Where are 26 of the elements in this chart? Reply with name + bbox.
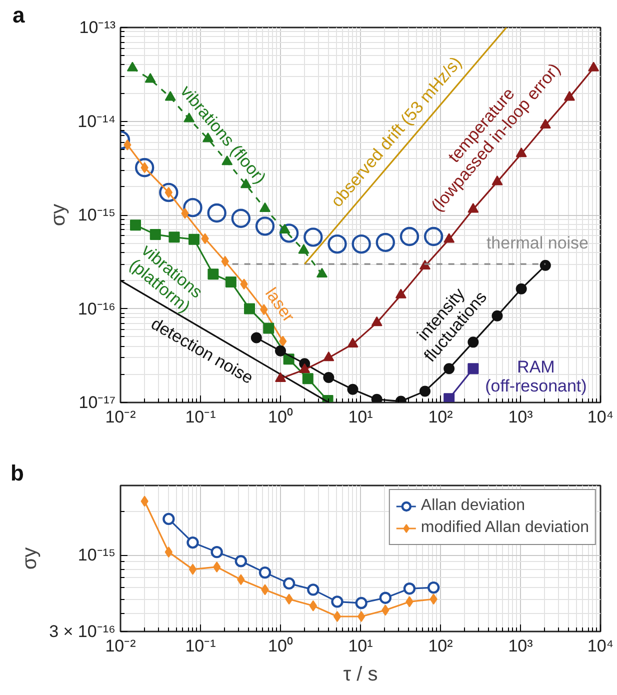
x-tick-label: 10⁴ bbox=[587, 636, 614, 656]
y-tick-label: 10⁻¹⁴ bbox=[78, 112, 116, 131]
y-tick-label: 10⁻¹⁵ bbox=[78, 206, 116, 224]
x-tick-label: 10⁻¹ bbox=[185, 636, 216, 656]
x-tick-label: 10¹ bbox=[348, 408, 374, 426]
y-tick-label: 10⁻¹⁵ bbox=[78, 546, 116, 565]
y-tick-label: 10⁻¹³ bbox=[79, 18, 116, 37]
x-tick-label: 10³ bbox=[508, 636, 534, 656]
x-tick-label: 10² bbox=[428, 636, 454, 656]
legend-label: Allan deviation bbox=[420, 497, 525, 515]
chart-title: a bbox=[12, 2, 26, 28]
x-tick-label: 10² bbox=[428, 408, 454, 426]
x-tick-label: 10⁴ bbox=[587, 408, 614, 426]
y-axis-title: σy bbox=[48, 204, 70, 226]
y-axis-title: σy bbox=[19, 547, 42, 570]
x-tick-label: 10¹ bbox=[348, 636, 374, 656]
series-label: thermal noise bbox=[486, 234, 589, 253]
x-axis-title: τ / s bbox=[343, 664, 378, 686]
x-tick-label: 10³ bbox=[508, 408, 534, 426]
series-label: RAM (off-resonant) bbox=[485, 357, 587, 396]
x-tick-label: 10⁻¹ bbox=[185, 408, 216, 426]
y-tick-label: 10⁻¹⁶ bbox=[78, 299, 116, 318]
chart-title: b bbox=[10, 460, 24, 486]
legend-label: modified Allan deviation bbox=[420, 519, 589, 537]
x-tick-label: 10⁰ bbox=[268, 636, 293, 656]
x-tick-label: 10⁰ bbox=[268, 408, 293, 426]
